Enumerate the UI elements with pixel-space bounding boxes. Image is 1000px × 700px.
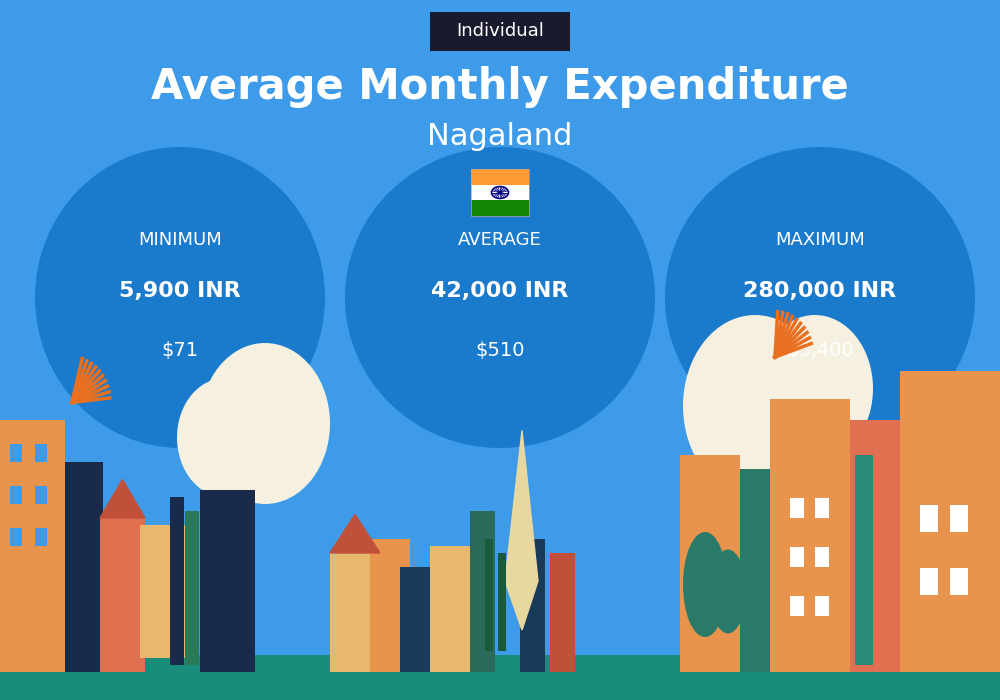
Bar	[10, 528, 22, 546]
Bar	[950, 568, 968, 595]
Bar	[680, 455, 740, 672]
Bar	[485, 539, 493, 651]
Bar	[815, 596, 829, 616]
Bar	[200, 490, 255, 672]
Bar	[498, 553, 506, 651]
Text: $3,400: $3,400	[786, 340, 854, 360]
Bar	[550, 553, 575, 672]
Bar	[950, 505, 968, 532]
Bar	[900, 371, 1000, 672]
Bar	[471, 185, 529, 200]
Bar	[920, 505, 938, 532]
Bar	[740, 469, 770, 672]
Text: AVERAGE: AVERAGE	[458, 231, 542, 249]
Bar	[815, 547, 829, 567]
Bar	[35, 486, 47, 504]
Bar	[790, 498, 804, 518]
Bar	[330, 553, 380, 672]
Text: 5,900 INR: 5,900 INR	[119, 281, 241, 300]
Polygon shape	[100, 480, 145, 518]
Text: Average Monthly Expenditure: Average Monthly Expenditure	[151, 66, 849, 108]
Bar	[471, 169, 529, 185]
Text: MINIMUM: MINIMUM	[138, 231, 222, 249]
Text: $71: $71	[161, 340, 199, 360]
Text: Nagaland: Nagaland	[427, 122, 573, 151]
Polygon shape	[330, 514, 380, 553]
Bar	[65, 462, 103, 672]
Bar	[920, 568, 938, 595]
Ellipse shape	[35, 147, 325, 448]
Ellipse shape	[200, 343, 330, 504]
Text: 280,000 INR: 280,000 INR	[743, 281, 897, 300]
Bar	[0, 654, 1000, 700]
Bar	[520, 539, 545, 672]
Bar	[790, 547, 804, 567]
Bar	[790, 596, 804, 616]
Bar	[35, 444, 47, 462]
Bar	[770, 399, 850, 672]
FancyBboxPatch shape	[430, 12, 570, 51]
Bar	[850, 420, 900, 672]
Bar	[855, 455, 873, 665]
Bar	[471, 169, 529, 216]
Bar	[471, 200, 529, 216]
Ellipse shape	[683, 532, 727, 637]
Bar	[370, 539, 410, 672]
Ellipse shape	[665, 147, 975, 448]
Text: Individual: Individual	[456, 22, 544, 41]
Ellipse shape	[683, 315, 827, 497]
Bar	[430, 546, 470, 672]
Bar	[0, 420, 65, 672]
Bar	[10, 486, 22, 504]
Bar	[470, 511, 495, 672]
Bar	[170, 497, 184, 665]
Bar	[815, 498, 829, 518]
Bar	[100, 518, 145, 672]
Bar	[35, 528, 47, 546]
Text: $510: $510	[475, 340, 525, 360]
Bar	[400, 567, 430, 672]
Polygon shape	[505, 430, 538, 630]
Ellipse shape	[710, 550, 746, 634]
Text: MAXIMUM: MAXIMUM	[775, 231, 865, 249]
Ellipse shape	[177, 378, 273, 497]
Ellipse shape	[345, 147, 655, 448]
Ellipse shape	[757, 315, 873, 462]
Bar	[185, 511, 199, 665]
Bar	[10, 444, 22, 462]
Bar	[140, 525, 195, 658]
Text: 42,000 INR: 42,000 INR	[431, 281, 569, 300]
